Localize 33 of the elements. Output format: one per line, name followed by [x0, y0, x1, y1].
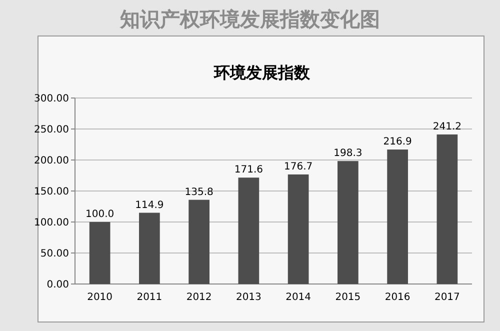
x-tick-label: 2010 — [87, 292, 113, 303]
y-tick-label: 0.00 — [46, 280, 69, 290]
data-label: 241.2 — [432, 121, 462, 132]
x-tick-label: 2016 — [384, 292, 410, 303]
y-tick-label: 300.00 — [34, 94, 69, 104]
data-label: 171.6 — [234, 164, 264, 176]
bar — [238, 178, 260, 284]
data-label: 114.9 — [135, 200, 164, 211]
data-label: 198.3 — [334, 148, 362, 160]
bar — [436, 134, 458, 284]
y-tick-label: 150.00 — [34, 186, 69, 198]
x-tick-label: 2014 — [286, 292, 312, 303]
y-tick-label: 100.00 — [34, 218, 69, 228]
bar — [288, 174, 309, 284]
bar — [188, 200, 210, 284]
y-tick-label: 250.00 — [34, 124, 69, 136]
x-tick-label: 2011 — [136, 292, 162, 303]
data-label: 135.8 — [184, 186, 214, 198]
bar — [387, 150, 408, 284]
x-tick-label: 2012 — [186, 292, 212, 303]
data-label: 216.9 — [383, 136, 412, 148]
data-label: 100.0 — [85, 209, 114, 220]
x-tick-label: 2017 — [434, 292, 460, 303]
chart-subtitle: 环境发展指数 — [213, 63, 311, 82]
x-tick-label: 2013 — [236, 292, 262, 303]
x-tick-label: 2015 — [335, 292, 361, 303]
bar — [89, 222, 110, 284]
data-label: 176.7 — [284, 161, 313, 172]
bar — [338, 161, 358, 284]
y-tick-label: 200.00 — [34, 156, 69, 166]
y-tick-label: 50.00 — [40, 248, 69, 260]
bar — [139, 212, 160, 284]
chart-title: 知识产权环境发展指数变化图 — [119, 7, 380, 31]
